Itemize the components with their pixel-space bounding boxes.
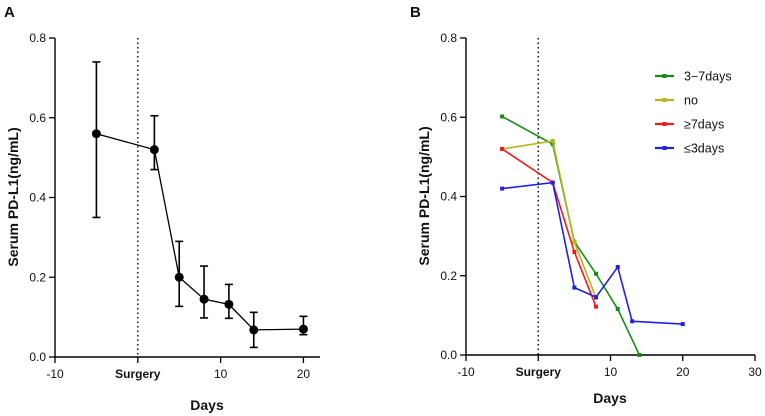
b-x-tick-label: 30	[748, 365, 762, 379]
a-data-point	[199, 294, 209, 304]
a-surgery-label: Surgery	[115, 367, 161, 381]
b-series-line	[501, 148, 597, 307]
a-y-tick-label: 0.8	[29, 31, 46, 45]
panel-b: B 0.0 0.2 0.4 0.6 0.8 -10 10 20 30 Surgery 3−7d…	[410, 4, 762, 406]
legend-label: no	[684, 94, 698, 108]
b-series-line	[502, 140, 597, 299]
b-y-tick-label: 0.0	[440, 348, 457, 362]
panel-a-x-axis-title: Days	[190, 397, 224, 413]
panel-a: A 0.0 0.2 0.4 0.6 0.8 -10 10 20 Surgery Days S…	[4, 4, 320, 413]
legend-item: no	[655, 94, 698, 108]
a-x-tick-label: 20	[297, 367, 311, 381]
b-series-line	[502, 181, 683, 325]
panel-b-legend: 3−7days no ≥7days ≤3days	[655, 70, 732, 156]
panel-b-x-axis-title: Days	[593, 390, 627, 406]
panel-b-letter: B	[410, 4, 421, 21]
a-x-tick-label: 10	[214, 367, 228, 381]
legend-item: ≤3days	[655, 142, 724, 156]
b-data-point	[630, 319, 635, 324]
b-x-tick-label: 20	[676, 365, 690, 379]
b-series-0	[500, 114, 642, 357]
b-data-point	[572, 285, 577, 290]
b-data-point	[594, 271, 599, 276]
b-data-point	[500, 186, 505, 191]
a-y-tick-label: 0.0	[29, 350, 46, 364]
b-data-point	[594, 304, 599, 309]
legend-label: 3−7days	[684, 70, 732, 84]
b-data-point	[615, 307, 620, 312]
b-y-tick-label: 0.6	[440, 110, 457, 124]
a-data-point	[91, 129, 101, 139]
panel-b-y-axis-title: Serum PD-L1(ng/mL)	[416, 126, 432, 265]
a-y-tick-label: 0.2	[29, 270, 46, 284]
b-data-point	[550, 139, 555, 144]
a-data-point	[149, 145, 159, 155]
b-data-point	[615, 265, 620, 270]
b-series-3	[500, 180, 685, 327]
b-series-line	[501, 115, 641, 356]
b-data-point	[594, 295, 599, 300]
legend-item: ≥7days	[655, 118, 724, 132]
b-x-tick-label: -10	[457, 365, 475, 379]
b-series-2	[500, 146, 599, 309]
a-y-tick-label: 0.6	[29, 111, 46, 125]
legend-swatch-marker	[662, 74, 667, 78]
panel-a-y-axis-title: Serum PD-L1(ng/mL)	[5, 127, 21, 266]
b-y-tick-label: 0.4	[440, 190, 457, 204]
b-data-point	[500, 114, 505, 119]
a-data-point	[249, 325, 259, 335]
a-data-point	[174, 272, 184, 282]
a-x-tick-label: -10	[46, 367, 64, 381]
b-x-tick-label: 10	[604, 365, 618, 379]
legend-swatch-marker	[662, 122, 667, 126]
b-y-tick-label: 0.2	[440, 269, 457, 283]
b-data-point	[550, 180, 555, 185]
legend-swatch-marker	[662, 146, 667, 150]
a-data-point	[298, 324, 308, 334]
b-data-point	[572, 249, 577, 254]
legend-swatch-marker	[662, 98, 667, 102]
panel-a-letter: A	[4, 4, 15, 21]
b-data-point	[680, 322, 685, 327]
a-series-0	[91, 61, 308, 349]
legend-label: ≤3days	[684, 142, 724, 156]
b-data-point	[572, 240, 577, 245]
legend-label: ≥7days	[684, 118, 724, 132]
b-surgery-label: Surgery	[516, 365, 562, 379]
b-y-tick-label: 0.8	[440, 31, 457, 45]
a-data-point	[224, 299, 234, 309]
a-y-tick-label: 0.4	[29, 191, 46, 205]
b-data-point	[637, 353, 642, 357]
b-data-point	[500, 146, 505, 151]
legend-item: 3−7days	[655, 70, 732, 84]
